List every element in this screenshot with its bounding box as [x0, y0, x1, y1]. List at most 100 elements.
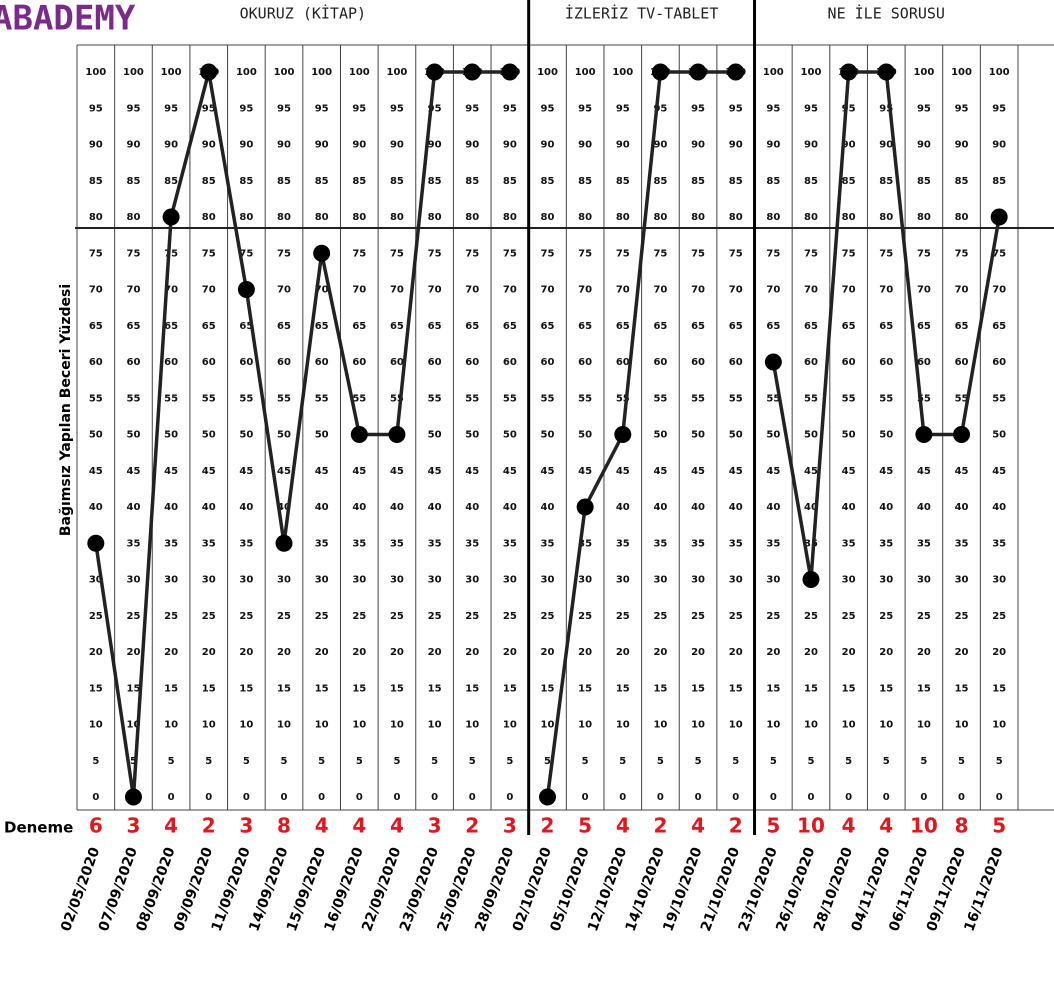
phase-title: NE İLE SORUSU	[828, 4, 945, 23]
date-label: 09/09/2020	[171, 845, 216, 934]
trial-count: 2	[653, 814, 667, 838]
y-tick-label: 25	[917, 611, 931, 622]
y-tick-label: 45	[729, 466, 743, 477]
y-tick-label: 80	[428, 212, 442, 223]
y-tick-label: 45	[804, 466, 818, 477]
y-tick-label: 55	[541, 393, 555, 404]
y-tick-label: 40	[766, 502, 780, 513]
y-tick-label: 45	[955, 466, 969, 477]
y-tick-label: 85	[729, 176, 743, 187]
y-tick-label: 40	[992, 502, 1006, 513]
trial-count: 4	[616, 814, 630, 838]
y-tick-label: 5	[958, 756, 965, 767]
y-tick-label: 10	[239, 720, 253, 731]
y-tick-label: 90	[541, 140, 555, 151]
data-point	[463, 63, 481, 81]
y-tick-label: 55	[164, 393, 178, 404]
y-tick-label: 80	[879, 212, 893, 223]
y-tick-label: 30	[842, 575, 856, 586]
y-tick-label: 50	[992, 430, 1006, 441]
date-label: 02/10/2020	[510, 845, 555, 934]
trial-count: 4	[315, 814, 329, 838]
y-tick-label: 20	[879, 647, 893, 658]
y-tick-label: 85	[89, 176, 103, 187]
y-tick-label: 95	[842, 103, 856, 114]
y-tick-label: 55	[729, 393, 743, 404]
y-tick-label: 70	[503, 285, 517, 296]
y-tick-label: 10	[315, 720, 329, 731]
trial-count: 2	[729, 814, 743, 838]
y-tick-label: 35	[691, 538, 705, 549]
y-tick-label: 100	[274, 67, 295, 78]
trial-count: 5	[578, 814, 592, 838]
y-tick-label: 85	[842, 176, 856, 187]
trial-count: 10	[910, 814, 938, 838]
y-tick-label: 70	[955, 285, 969, 296]
y-tick-label: 90	[917, 140, 931, 151]
y-tick-label: 80	[917, 212, 931, 223]
y-tick-label: 0	[920, 792, 927, 803]
y-tick-label: 0	[281, 792, 288, 803]
y-tick-label: 40	[917, 502, 931, 513]
data-point	[840, 63, 858, 81]
y-tick-label: 60	[691, 357, 705, 368]
y-tick-label: 45	[766, 466, 780, 477]
y-tick-label: 95	[164, 103, 178, 114]
y-tick-label: 50	[653, 430, 667, 441]
y-tick-label: 55	[578, 393, 592, 404]
y-tick-label: 90	[239, 140, 253, 151]
y-tick-label: 75	[164, 248, 178, 259]
y-tick-label: 20	[239, 647, 253, 658]
y-tick-label: 45	[503, 466, 517, 477]
y-tick-label: 65	[653, 321, 667, 332]
date-label: 28/09/2020	[472, 845, 517, 934]
y-tick-label: 5	[770, 756, 777, 767]
y-tick-label: 90	[653, 140, 667, 151]
y-tick-label: 25	[89, 611, 103, 622]
y-tick-label: 65	[277, 321, 291, 332]
date-label: 11/09/2020	[209, 845, 254, 934]
y-tick-label: 70	[202, 285, 216, 296]
y-tick-label: 5	[619, 756, 626, 767]
y-tick-label: 80	[503, 212, 517, 223]
y-tick-label: 95	[202, 103, 216, 114]
y-tick-label: 5	[544, 756, 551, 767]
y-tick-label: 15	[766, 683, 780, 694]
y-tick-label: 0	[205, 792, 212, 803]
y-tick-label: 95	[390, 103, 404, 114]
y-tick-label: 35	[842, 538, 856, 549]
date-label: 22/09/2020	[359, 845, 404, 934]
y-tick-label: 25	[691, 611, 705, 622]
y-tick-label: 55	[89, 393, 103, 404]
y-tick-label: 65	[842, 321, 856, 332]
data-point	[802, 571, 820, 588]
y-tick-label: 20	[653, 647, 667, 658]
y-tick-label: 15	[879, 683, 893, 694]
y-tick-label: 80	[691, 212, 705, 223]
y-tick-label: 20	[917, 647, 931, 658]
y-tick-label: 45	[390, 466, 404, 477]
trial-count: 8	[277, 814, 291, 838]
y-tick-label: 20	[277, 647, 291, 658]
y-tick-label: 10	[578, 720, 592, 731]
y-tick-label: 10	[126, 720, 140, 731]
trial-count: 4	[164, 814, 178, 838]
y-tick-label: 35	[239, 538, 253, 549]
y-tick-label: 75	[390, 248, 404, 259]
y-tick-label: 0	[958, 792, 965, 803]
data-point	[877, 63, 895, 81]
y-tick-label: 40	[390, 502, 404, 513]
y-tick-label: 20	[89, 647, 103, 658]
y-tick-label: 35	[352, 538, 366, 549]
y-tick-label: 40	[653, 502, 667, 513]
y-tick-label: 10	[992, 720, 1006, 731]
y-tick-label: 50	[842, 430, 856, 441]
y-tick-label: 25	[766, 611, 780, 622]
y-tick-label: 75	[89, 248, 103, 259]
y-tick-label: 0	[506, 792, 513, 803]
y-tick-label: 5	[318, 756, 325, 767]
y-tick-label: 30	[541, 575, 555, 586]
y-tick-label: 25	[541, 611, 555, 622]
y-tick-label: 30	[729, 575, 743, 586]
y-tick-label: 50	[239, 430, 253, 441]
